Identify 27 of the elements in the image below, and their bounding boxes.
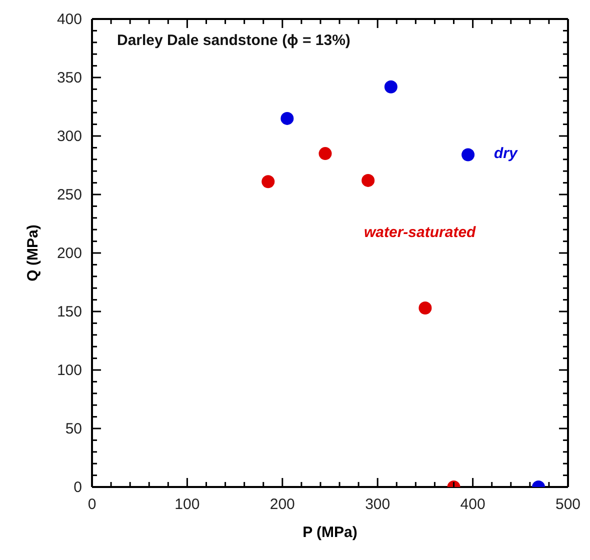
- y-tick-label: 350: [56, 70, 82, 86]
- point: [262, 175, 275, 188]
- point: [418, 301, 432, 314]
- point: [384, 80, 398, 94]
- point: [462, 148, 475, 162]
- y-axis-title: Q (MPa): [24, 224, 42, 282]
- y-tick-label: 400: [56, 11, 82, 28]
- series-label: dry: [494, 145, 518, 162]
- point: [280, 112, 294, 125]
- y-tick-label: 100: [56, 362, 82, 379]
- y-tick-label: 50: [65, 420, 82, 438]
- annotation: Darley Dale sandstone (ϕ = 13%): [117, 32, 350, 49]
- x-tick-label: 200: [270, 496, 295, 513]
- x-axis-title: P (MPa): [302, 524, 358, 541]
- x-tick-label: 0: [88, 496, 96, 513]
- x-tick-label: 100: [174, 496, 200, 513]
- y-tick-label: 250: [56, 186, 82, 204]
- y-tick-label: 300: [56, 128, 82, 145]
- x-tick-label: 300: [365, 496, 390, 513]
- y-tick-label: 150: [56, 304, 82, 320]
- point: [362, 174, 375, 187]
- point: [318, 147, 332, 160]
- y-tick-label: 200: [56, 245, 82, 262]
- x-tick-label: 500: [555, 496, 581, 513]
- text: water-saturated: [364, 224, 476, 241]
- y-tick-label: 0: [74, 479, 82, 496]
- x-tick-label: 400: [460, 496, 486, 513]
